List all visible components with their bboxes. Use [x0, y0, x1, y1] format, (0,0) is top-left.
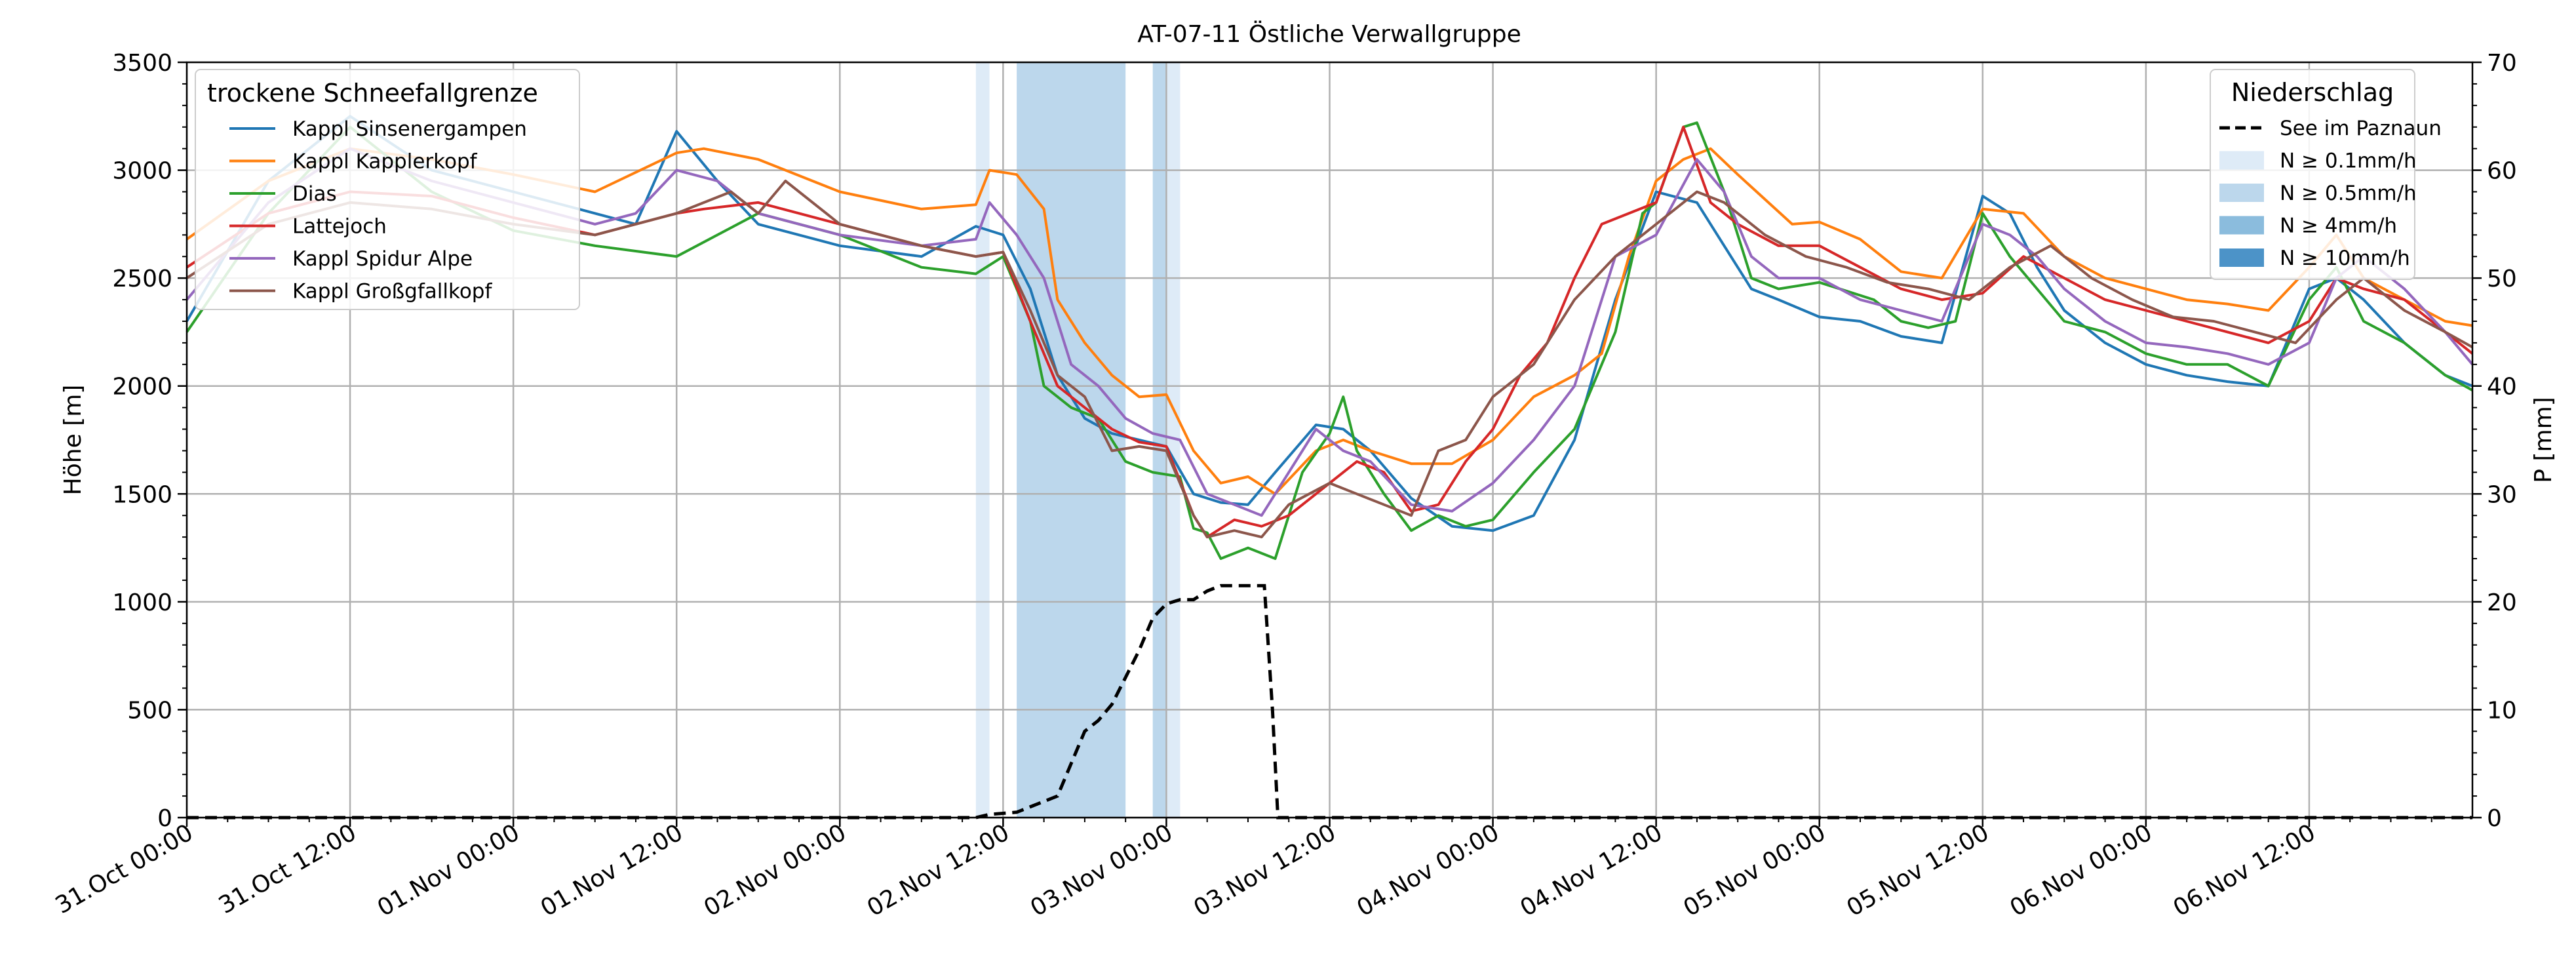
series-line — [185, 121, 2473, 560]
x-tick-label: 02.Nov 00:00 — [699, 819, 851, 922]
legend-precip-label: N ≥ 0.5mm/h — [2280, 182, 2417, 205]
y2-tick-label: 10 — [2487, 697, 2517, 724]
x-tick-label: 03.Nov 12:00 — [1189, 819, 1340, 922]
series-line — [185, 180, 2473, 539]
y-tick-label: 500 — [127, 697, 172, 724]
x-tick-label: 02.Nov 12:00 — [863, 819, 1014, 922]
legend-precip-swatch — [2219, 248, 2264, 267]
y2-tick-label: 50 — [2487, 266, 2517, 292]
y-tick-label: 0 — [157, 805, 172, 832]
legend-snow: trockene Schneefallgrenze Kappl Sinsener… — [195, 69, 580, 310]
y-tick-label: 3500 — [112, 50, 172, 77]
precipitation-series — [187, 584, 2472, 820]
x-tick-label: 06.Nov 12:00 — [2169, 819, 2320, 922]
x-tick-label: 31.Oct 12:00 — [214, 819, 361, 919]
y-tick-label: 1500 — [112, 481, 172, 508]
legend-snow-label: Kappl Kapplerkopf — [292, 150, 478, 174]
precip-band — [1017, 62, 1126, 818]
x-tick-label: 31.Oct 00:00 — [51, 819, 198, 919]
y2-tick-label: 20 — [2487, 589, 2517, 616]
legend-precip-swatch — [2219, 151, 2264, 170]
legend-snow-label: Kappl Großgfallkopf — [292, 280, 492, 304]
legend-snow-label: Dias — [292, 182, 337, 206]
x-tick-label: 01.Nov 00:00 — [373, 819, 524, 922]
x-tick-label: 05.Nov 12:00 — [1843, 819, 1994, 922]
legend-snow-label: Kappl Spidur Alpe — [292, 247, 473, 271]
legend-precip-items: See im Paznaun N ≥ 0.1mm/h N ≥ 0.5mm/h N ≥ … — [2219, 117, 2442, 270]
series-line — [185, 115, 2473, 532]
precip-line — [187, 584, 2472, 820]
legend-precip-label: See im Paznaun — [2280, 117, 2442, 140]
y-tick-label: 2000 — [112, 374, 172, 401]
y-tick-label: 3000 — [112, 158, 172, 185]
y2-tick-label: 60 — [2487, 158, 2517, 185]
y2-tick-label: 70 — [2487, 50, 2517, 77]
precipitation-bands — [975, 62, 1181, 818]
x-tick-label: 03.Nov 00:00 — [1026, 819, 1177, 922]
legend-snow-items: Kappl Sinsenergampen Kappl Kapplerkopf Dia… — [229, 117, 527, 304]
legend-snow-label: Lattejoch — [292, 215, 387, 239]
x-tick-label: 04.Nov 00:00 — [1352, 819, 1504, 922]
legend-precip-swatch — [2219, 216, 2264, 235]
legend-precip-title: Niederschlag — [2231, 78, 2394, 107]
precip-band — [975, 62, 990, 818]
y2-axis-label: P [mm] — [2530, 397, 2557, 483]
legend-precip-swatch — [2219, 184, 2264, 202]
legend-snow-box — [195, 69, 580, 310]
x-tick-label: 01.Nov 12:00 — [536, 819, 688, 922]
legend-precip: Niederschlag See im Paznaun N ≥ 0.1mm/h N … — [2210, 69, 2442, 280]
x-tick-label: 04.Nov 12:00 — [1515, 819, 1667, 922]
precip-band — [1166, 62, 1181, 818]
series-line — [185, 147, 2474, 517]
x-tick-label: 05.Nov 00:00 — [1679, 819, 1831, 922]
legend-precip-label: N ≥ 10mm/h — [2280, 247, 2410, 270]
y2-tick-label: 30 — [2487, 481, 2517, 508]
y2-tick-label: 0 — [2487, 805, 2502, 832]
x-tick-label: 06.Nov 00:00 — [2006, 819, 2157, 922]
y2-tick-label: 40 — [2487, 374, 2517, 401]
legend-snow-title: trockene Schneefallgrenze — [207, 79, 538, 108]
chart-title: AT-07-11 Östliche Verwallgruppe — [1137, 20, 1521, 48]
y-axis-label: Höhe [m] — [60, 385, 87, 496]
legend-precip-label: N ≥ 4mm/h — [2280, 214, 2397, 238]
legend-snow-label: Kappl Sinsenergampen — [292, 117, 527, 141]
series-line — [185, 147, 2473, 496]
y-tick-label: 2500 — [112, 266, 172, 292]
snowline-series — [185, 115, 2474, 560]
y-tick-label: 1000 — [112, 589, 172, 616]
legend-precip-label: N ≥ 0.1mm/h — [2280, 149, 2417, 173]
